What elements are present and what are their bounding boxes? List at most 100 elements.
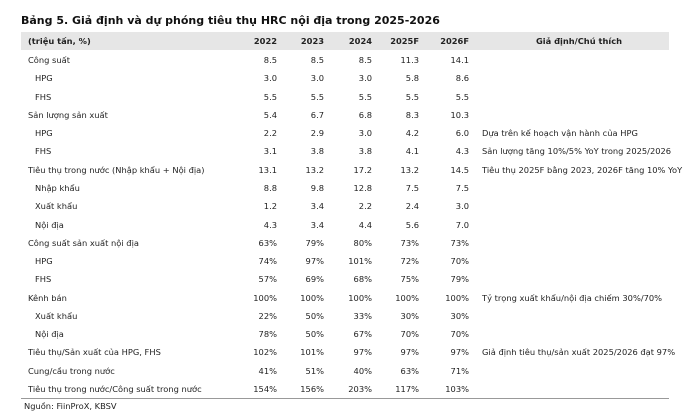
cell-value: 3.8 [358, 146, 372, 157]
row-note: Sản lượng tăng 10%/5% YoY trong 2025/202… [482, 146, 672, 157]
cell-value: 14.5 [450, 164, 469, 175]
cell-value: 101% [348, 256, 372, 267]
sub-row-label: FHS [35, 146, 52, 157]
cell-value: 7.5 [405, 182, 419, 193]
header-cell: 2023 [300, 36, 324, 46]
cell-value: 6.0 [455, 128, 469, 139]
cell-value: 30% [450, 310, 469, 321]
header-cell: (triệu tấn, %) [28, 36, 91, 46]
cell-value: 5.5 [405, 91, 419, 102]
cell-value: 3.4 [310, 219, 324, 230]
cell-value: 8.6 [455, 73, 469, 84]
cell-value: 9.8 [310, 182, 324, 193]
cell-value: 156% [300, 384, 324, 395]
cell-value: 3.0 [358, 73, 372, 84]
row-label: Công suất sản xuất nội địa [28, 237, 139, 248]
cell-value: 79% [450, 274, 469, 285]
cell-value: 97% [353, 347, 372, 358]
cell-value: 71% [450, 365, 469, 376]
cell-value: 7.0 [455, 219, 469, 230]
cell-value: 100% [395, 292, 419, 303]
cell-value: 70% [450, 329, 469, 340]
cell-value: 97% [400, 347, 419, 358]
bottom-rule [21, 398, 669, 399]
cell-value: 3.8 [310, 146, 324, 157]
cell-value: 2.4 [405, 201, 419, 212]
cell-value: 8.5 [263, 55, 277, 65]
cell-value: 75% [400, 274, 419, 285]
cell-value: 5.5 [358, 91, 372, 102]
cell-value: 30% [400, 310, 419, 321]
cell-value: 67% [353, 329, 372, 340]
cell-value: 13.1 [258, 164, 277, 175]
cell-value: 79% [305, 237, 324, 248]
cell-value: 3.0 [310, 73, 324, 84]
cell-value: 63% [258, 237, 277, 248]
row-label: Công suất [28, 55, 70, 65]
cell-value: 69% [305, 274, 324, 285]
header-cell: 2024 [348, 36, 372, 46]
cell-value: 5.4 [263, 109, 277, 120]
cell-value: 10.3 [450, 109, 469, 120]
cell-value: 1.2 [263, 201, 277, 212]
header-cell: Giả định/Chú thích [535, 36, 623, 46]
table-title: Bảng 5. Giả định và dự phóng tiêu thụ HR… [21, 14, 440, 27]
cell-value: 70% [450, 256, 469, 267]
cell-value: 100% [445, 292, 469, 303]
cell-value: 68% [353, 274, 372, 285]
row-note: Tiêu thụ 2025F bằng 2023, 2026F tăng 10%… [482, 164, 683, 175]
cell-value: 2.9 [310, 128, 324, 139]
row-label: Tiêu thụ trong nước/Công suất trong nước [28, 384, 202, 395]
row-label: Sản lượng sản xuất [28, 109, 108, 120]
sub-row-label: HPG [35, 128, 53, 139]
source-note: Nguồn: FiinProX, KBSV [24, 401, 117, 411]
sub-row-label: HPG [35, 73, 53, 84]
sub-row-label: Nội địa [35, 329, 64, 340]
cell-value: 80% [353, 237, 372, 248]
cell-value: 4.3 [263, 219, 277, 230]
cell-value: 8.5 [358, 55, 372, 65]
cell-value: 154% [253, 384, 277, 395]
header-band [21, 32, 669, 50]
cell-value: 40% [353, 365, 372, 376]
cell-value: 4.2 [405, 128, 419, 139]
cell-value: 2.2 [358, 201, 372, 212]
row-label: Tiêu thụ trong nước (Nhập khẩu + Nội địa… [28, 164, 205, 175]
sub-row-label: Xuất khẩu [35, 201, 78, 212]
sub-row-label: Nội địa [35, 219, 64, 230]
row-label: Cung/cầu trong nước [28, 365, 115, 376]
cell-value: 14.1 [450, 55, 469, 65]
cell-value: 100% [300, 292, 324, 303]
header-cell: 2022 [253, 36, 277, 46]
cell-value: 203% [348, 384, 372, 395]
cell-value: 63% [400, 365, 419, 376]
cell-value: 73% [450, 237, 469, 248]
cell-value: 50% [305, 310, 324, 321]
cell-value: 41% [258, 365, 277, 376]
cell-value: 73% [400, 237, 419, 248]
cell-value: 70% [400, 329, 419, 340]
header-cell: 2026F [440, 36, 469, 46]
cell-value: 74% [258, 256, 277, 267]
cell-value: 6.8 [358, 109, 372, 120]
header-cell: 2025F [390, 36, 419, 46]
cell-value: 3.0 [263, 73, 277, 84]
row-note: Tỷ trọng xuất khẩu/nội địa chiếm 30%/70% [482, 292, 663, 303]
row-label: Kênh bán [28, 292, 67, 303]
cell-value: 17.2 [353, 164, 372, 175]
cell-value: 103% [445, 384, 469, 395]
cell-value: 100% [253, 292, 277, 303]
cell-value: 57% [258, 274, 277, 285]
cell-value: 102% [253, 347, 277, 358]
cell-value: 11.3 [400, 55, 419, 65]
sub-row-label: HPG [35, 256, 53, 267]
sub-row-label: Nhập khẩu [35, 182, 80, 193]
cell-value: 50% [305, 329, 324, 340]
cell-value: 5.5 [455, 91, 469, 102]
cell-value: 51% [305, 365, 324, 376]
cell-value: 13.2 [305, 164, 324, 175]
cell-value: 3.1 [263, 146, 277, 157]
sub-row-label: Xuất khẩu [35, 310, 78, 321]
cell-value: 5.6 [405, 219, 419, 230]
